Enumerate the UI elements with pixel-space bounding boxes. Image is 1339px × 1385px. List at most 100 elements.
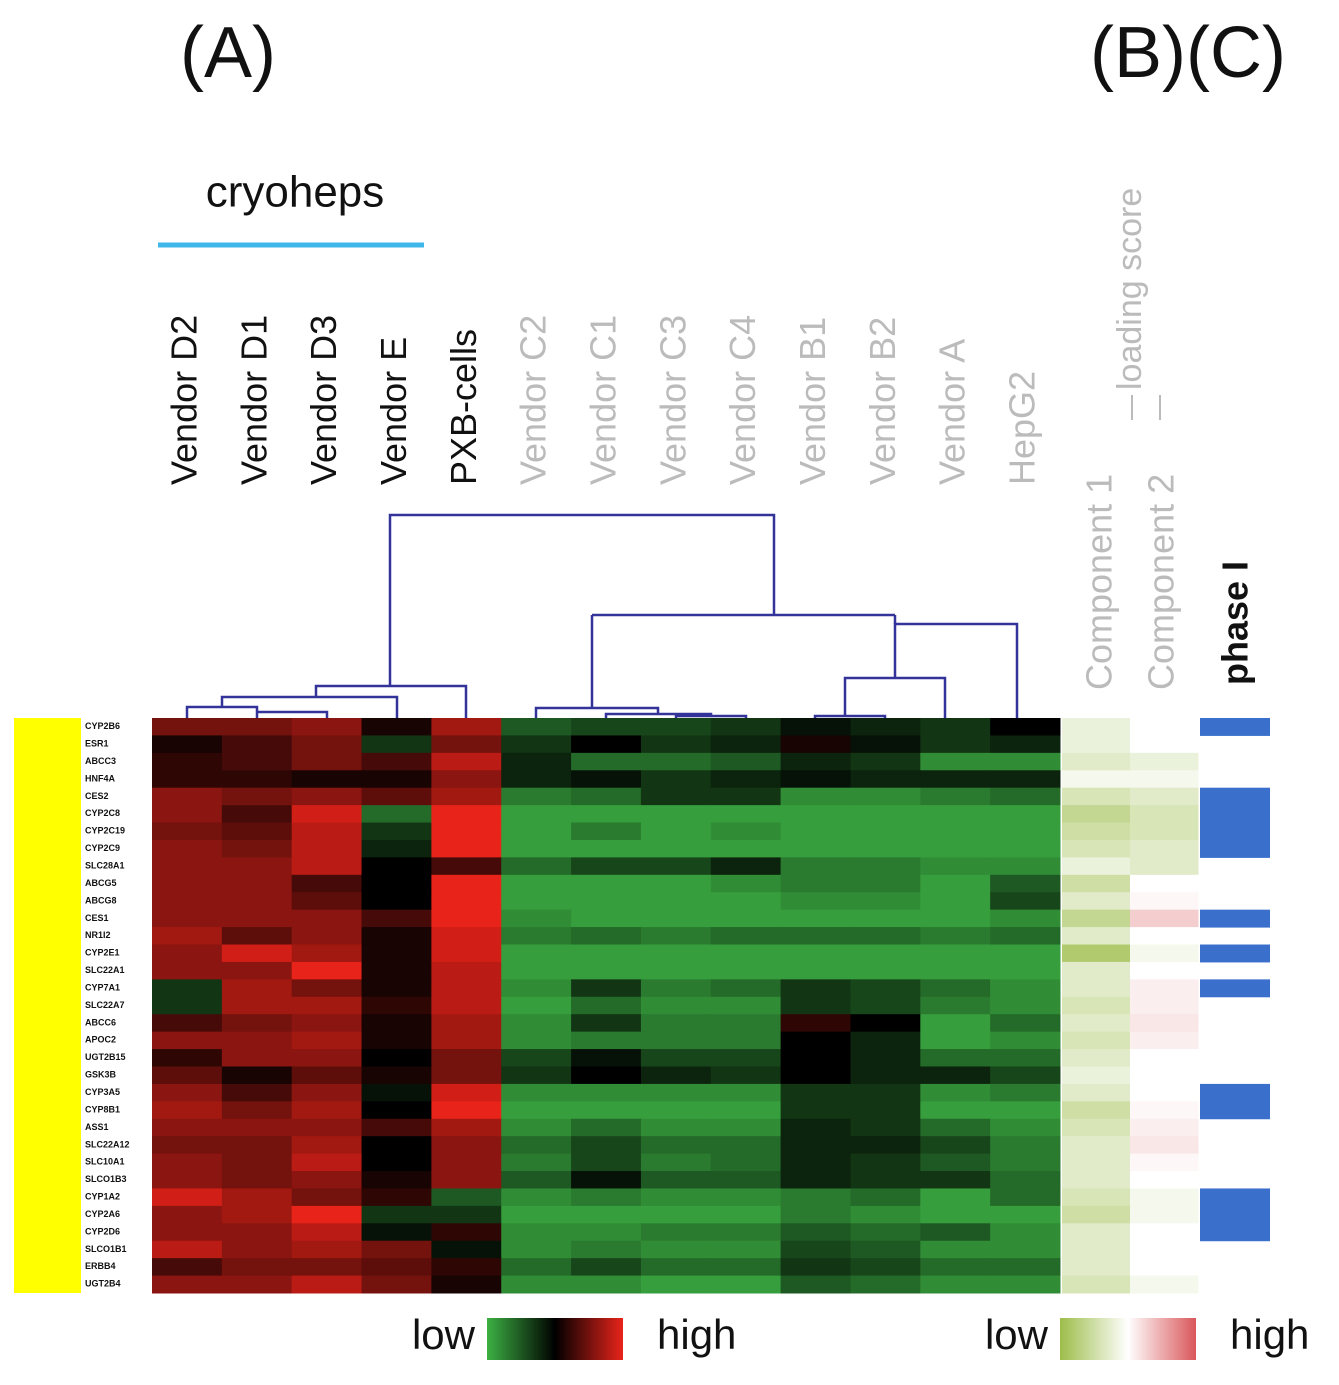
loading-cell — [1130, 787, 1199, 806]
heatmap-cell — [850, 735, 921, 754]
heatmap-cell — [501, 735, 572, 754]
row-label: ESR1 — [85, 739, 109, 749]
loading-cell — [1130, 839, 1199, 858]
heatmap-cell — [990, 996, 1061, 1015]
heatmap-cell — [152, 1118, 223, 1137]
heatmap-cell — [152, 1101, 223, 1120]
heatmap-cell — [361, 787, 432, 806]
heatmap-cell — [780, 787, 851, 806]
heatmap-cell — [152, 874, 223, 893]
heatmap-cell — [920, 944, 991, 963]
heatmap-cell — [920, 874, 991, 893]
row-label: CYP2C9 — [85, 843, 120, 853]
heatmap-cell — [990, 1049, 1061, 1067]
phase-mark — [1200, 1032, 1270, 1050]
heatmap-cell — [780, 1049, 851, 1067]
heatmap-cell — [221, 1171, 293, 1189]
heatmap-cell — [990, 944, 1061, 963]
heatmap-cell — [152, 944, 223, 963]
loading-cell — [1062, 1171, 1131, 1189]
heatmap-cell — [431, 1031, 502, 1050]
heatmap-cell — [361, 718, 432, 736]
heatmap-cell — [571, 718, 642, 736]
heatmap-cell — [291, 735, 363, 754]
heatmap-cell — [361, 822, 432, 841]
heatmap-cell — [780, 822, 851, 841]
heatmap-cell — [850, 1223, 921, 1242]
heatmap-cell — [640, 1049, 712, 1067]
heatmap-cell — [990, 1223, 1061, 1242]
heatmap-cell — [361, 1171, 432, 1189]
row-label: CYP1A2 — [85, 1192, 120, 1202]
phase-mark — [1200, 909, 1270, 928]
heatmap-cell — [640, 927, 712, 946]
row-label: ERBB4 — [85, 1261, 116, 1271]
loading-cell — [1130, 805, 1199, 824]
legend-colorbar — [487, 1318, 623, 1360]
heatmap-cell — [920, 1275, 991, 1294]
column-label: Vendor D2 — [163, 315, 204, 485]
heatmap-cell — [640, 822, 712, 841]
heatmap-cell — [291, 979, 363, 998]
heatmap-cell — [640, 874, 712, 893]
heatmap-cell — [501, 1118, 572, 1137]
heatmap-cell — [920, 979, 991, 998]
heatmap-cell — [501, 857, 572, 876]
heatmap-cell — [920, 770, 991, 789]
phase-mark — [1200, 927, 1270, 945]
loading-cell — [1062, 1240, 1131, 1259]
heatmap-cell — [221, 1258, 293, 1277]
row-label: ABCG5 — [85, 878, 117, 888]
heatmap-cell — [431, 944, 502, 963]
heatmap-cell — [710, 805, 782, 824]
heatmap-cell — [640, 1136, 712, 1155]
sample-bar — [14, 718, 81, 1293]
heatmap-cell — [990, 718, 1061, 736]
loading-cell — [1062, 1049, 1131, 1067]
heatmap-cell — [640, 961, 712, 980]
heatmap-cell — [850, 1171, 921, 1189]
loading-cell — [1062, 1188, 1131, 1207]
heatmap-cell — [710, 770, 782, 789]
column-label: Component 1 — [1079, 474, 1120, 690]
heatmap-cell — [710, 718, 782, 736]
phase-mark — [1200, 857, 1270, 875]
heatmap-cell — [152, 857, 223, 876]
heatmap-cell — [501, 892, 572, 911]
heatmap-cell — [291, 805, 363, 824]
heatmap-cell — [920, 1118, 991, 1137]
loading-cell — [1130, 1153, 1199, 1172]
row-label: ABCC6 — [85, 1017, 116, 1027]
phase-mark — [1200, 875, 1270, 893]
heatmap-cell — [152, 909, 223, 928]
heatmap-cell — [221, 752, 293, 771]
heatmap-cell — [501, 839, 572, 858]
heatmap-cell — [291, 1171, 363, 1189]
loading-cell — [1062, 1101, 1131, 1120]
heatmap-cell — [361, 1275, 432, 1294]
heatmap-cell — [710, 822, 782, 841]
heatmap-cell — [990, 1031, 1061, 1050]
heatmap-cell — [571, 1101, 642, 1120]
heatmap-cell — [571, 1031, 642, 1050]
heatmap-cell — [221, 1118, 293, 1137]
heatmap-cell — [920, 787, 991, 806]
heatmap-cell — [291, 909, 363, 928]
heatmap-cell — [780, 718, 851, 736]
heatmap-cell — [152, 1031, 223, 1050]
heatmap-cell — [221, 944, 293, 963]
heatmap-cell — [850, 961, 921, 980]
heatmap-cell — [640, 1014, 712, 1033]
heatmap-cell — [431, 1049, 502, 1067]
heatmap-cell — [571, 1066, 642, 1085]
heatmap-cell — [361, 857, 432, 876]
heatmap-cell — [920, 892, 991, 911]
heatmap-cell — [571, 1188, 642, 1207]
phase-mark — [1200, 944, 1270, 963]
heatmap-cell — [221, 874, 293, 893]
heatmap-cell — [640, 944, 712, 963]
heatmap-cell — [291, 770, 363, 789]
heatmap-cell — [571, 944, 642, 963]
row-label: SLC22A7 — [85, 1000, 125, 1010]
